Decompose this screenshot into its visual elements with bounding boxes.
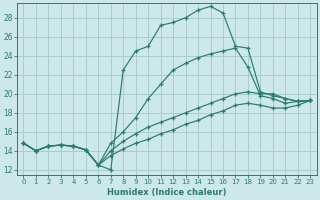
X-axis label: Humidex (Indice chaleur): Humidex (Indice chaleur) bbox=[107, 188, 227, 197]
